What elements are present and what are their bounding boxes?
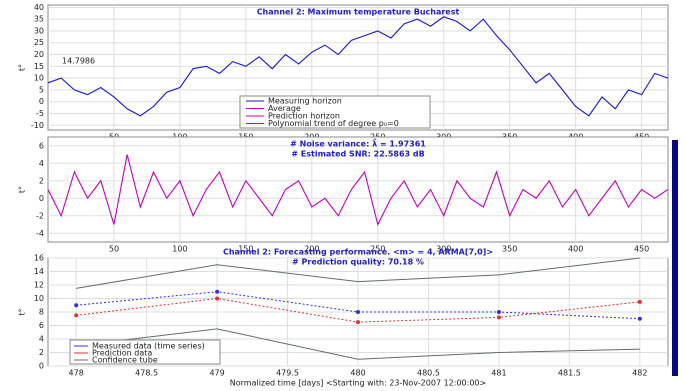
y-tick-label: 16 (34, 254, 44, 263)
y-tick-label: 35 (34, 15, 44, 24)
y-tick-label: 10 (34, 74, 44, 83)
y-tick-label: -2 (36, 211, 44, 220)
y-tick-label: 5 (39, 85, 44, 94)
annotation: 14.7986 (62, 57, 95, 66)
y-tick-label: 6 (39, 321, 44, 330)
point (637, 316, 642, 321)
y-tick-label: 4 (39, 159, 44, 168)
legend-label: Average (268, 104, 301, 113)
y-tick-label: 0 (39, 97, 44, 106)
legend-label: Prediction horizon (268, 112, 340, 121)
y-tick-label: 0 (39, 194, 44, 203)
y-axis-label: t° (18, 186, 27, 193)
legend-box (69, 339, 221, 365)
chart-title: Channel 2: Maximum temperature Bucharest (257, 8, 460, 17)
x-tick-label: 478.5 (135, 369, 158, 378)
y-tick-label: 30 (34, 26, 44, 35)
y-tick-label: 2 (39, 348, 44, 357)
point (74, 313, 79, 318)
frame-bar (672, 140, 678, 376)
y-axis-label: t° (18, 308, 27, 315)
y-tick-label: -5 (36, 109, 44, 118)
x-tick-label: 478 (69, 369, 84, 378)
point (215, 296, 220, 301)
y-tick-label: -4 (36, 229, 44, 238)
series-line (47, 16, 669, 117)
chart-title: # Noise variance: λ̂ = 1.97361 (290, 137, 426, 148)
x-tick-label: 479.5 (276, 369, 299, 378)
x-tick-label: 300 (436, 245, 451, 254)
series-line (76, 328, 640, 360)
x-tick-label: 100 (172, 245, 187, 254)
legend-label: Polynomial trend of degree p₀=0 (268, 119, 399, 128)
x-tick-label: 200 (304, 245, 319, 254)
y-tick-label: 14 (34, 267, 44, 276)
x-tick-label: 450 (634, 245, 649, 254)
y-tick-label: 25 (34, 38, 44, 47)
chart-subtitle: # Prediction quality: 70.18 % (292, 258, 424, 267)
x-tick-label: 250 (370, 245, 385, 254)
point (215, 289, 220, 294)
y-tick-label: 0 (39, 362, 44, 371)
point (496, 315, 501, 320)
point (356, 310, 360, 314)
y-tick-label: 12 (34, 281, 44, 290)
series-line (47, 154, 669, 227)
y-tick-label: -10 (31, 121, 44, 130)
x-tick-label: 479 (209, 369, 224, 378)
chart-title: Channel 2: Forecasting performance. <m> … (223, 248, 493, 257)
x-tick-label: 150 (238, 245, 253, 254)
y-tick-label: 6 (39, 141, 44, 150)
point (356, 320, 360, 325)
y-tick-label: 10 (34, 294, 44, 303)
point (637, 299, 642, 304)
x-axis-label: Normalized time [days] <Starting with: 2… (230, 379, 486, 388)
x-tick-label: 50 (109, 245, 119, 254)
y-tick-label: 2 (39, 176, 44, 185)
legend-box (239, 95, 431, 129)
y-tick-label: 4 (39, 335, 44, 344)
y-axis-label: t° (18, 64, 27, 71)
y-tick-label: 15 (34, 62, 44, 71)
legend-label: Prediction data (92, 349, 152, 358)
x-tick-label: 481.5 (558, 369, 581, 378)
plot-area (47, 136, 669, 243)
legend-label: Measuring horizon (268, 97, 342, 106)
legend-label: Measured data (time series) (92, 342, 205, 351)
x-tick-label: 481 (491, 369, 506, 378)
series-line (76, 257, 640, 289)
x-tick-label: 480.5 (417, 369, 440, 378)
x-tick-label: 400 (568, 245, 583, 254)
y-tick-label: 8 (39, 308, 44, 317)
y-tick-label: 40 (34, 3, 44, 12)
point (74, 303, 79, 308)
x-tick-label: 350 (502, 245, 517, 254)
chart-subtitle: # Estimated SNR: 22.5863 dB (291, 150, 424, 159)
x-tick-label: 480 (350, 369, 365, 378)
x-tick-label: 482 (632, 369, 647, 378)
legend-label: Confidence tube (92, 356, 158, 365)
y-tick-label: 20 (34, 50, 44, 59)
point (496, 310, 501, 314)
